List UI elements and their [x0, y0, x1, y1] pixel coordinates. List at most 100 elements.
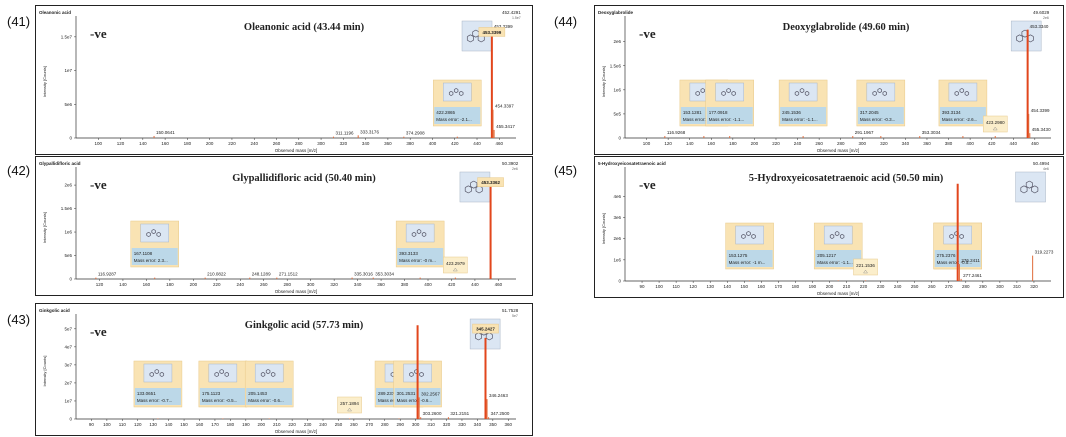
y-tick-label: 2e6 — [64, 183, 72, 188]
fragment-mass-error: Mass error: -2.1... — [436, 117, 472, 122]
ionization-mode: -ve — [639, 177, 656, 192]
fragment-annotation: 205.1453 Mass error: -0.6... — [244, 360, 294, 408]
fragment-annotation: 422.2865 Mass error: -2.1... — [433, 79, 482, 127]
x-tick-label: 340 — [362, 141, 370, 146]
x-tick-label: 280 — [837, 141, 845, 146]
molecule-structure — [1010, 20, 1042, 52]
peak-label: 319.2273 — [1035, 250, 1054, 255]
x-tick-label: 350 — [489, 422, 497, 427]
x-tick-label: 130 — [149, 422, 157, 427]
fragment-structure-bonds — [794, 88, 810, 96]
fragment-mass: 153.1275 — [729, 253, 748, 258]
fragment-mass: 133.0651 — [137, 391, 156, 396]
x-tick-label: 460 — [495, 282, 503, 287]
y-tick-label: 4e6 — [613, 194, 621, 199]
y-tick-label: 5e7 — [64, 326, 72, 331]
fragment-small-box — [443, 256, 468, 274]
fragment-mass: 301.2531 — [397, 391, 416, 396]
molecule-structure-bonds — [1020, 180, 1039, 194]
fragment-small-box — [982, 115, 1008, 133]
fragment-mass: 275.2376 — [937, 253, 956, 258]
y-tick-label: 5e5 — [613, 111, 621, 116]
x-tick-label: 160 — [758, 284, 766, 289]
top-right-label: 50.3902 — [502, 161, 519, 166]
main-peak-box — [477, 177, 504, 187]
main-peak-mass: 453.3399 — [482, 30, 501, 35]
x-tick-label: 330 — [458, 422, 466, 427]
peak-label: 335.3016 — [354, 272, 373, 277]
fragment-mass: 257.1894 — [340, 401, 359, 406]
fragment-structure-bonds — [448, 88, 464, 96]
x-tick-label: 130 — [706, 284, 714, 289]
x-tick-label: 300 — [996, 284, 1004, 289]
x-axis-label: Observed mass [m/z] — [817, 291, 860, 296]
peak-label: 333.3176 — [360, 129, 379, 134]
fragment-mass: 205.1453 — [248, 391, 267, 396]
fragment-mass: 205.1217 — [817, 253, 836, 258]
fragment-annotation: 167.1108 Mass error: 2.3... — [130, 220, 179, 268]
x-tick-label: 230 — [304, 422, 312, 427]
fragment-info-bg — [857, 107, 904, 124]
fragment-mass-error: Mass error: 2.3... — [134, 258, 168, 263]
x-tick-label: 230 — [877, 284, 885, 289]
fragment-mass-error: Mass error: -0.5... — [202, 398, 238, 403]
fragment-structure-bonds — [741, 231, 756, 239]
x-tick-label: 200 — [258, 422, 266, 427]
fragment-info-bg — [434, 107, 481, 124]
fragment-mass: 289.2372 — [378, 391, 397, 396]
fragment-structure — [823, 225, 853, 245]
x-tick-label: 360 — [384, 141, 392, 146]
x-tick-label: 90 — [640, 284, 646, 289]
spectrum-panel: Deoxyglabrolide 49.6029 2e6 -ve Deoxyglabrol… — [594, 5, 1064, 155]
x-tick-label: 360 — [377, 282, 385, 287]
peak-label: 311.1196 — [335, 131, 354, 136]
peak-label: 210.0822 — [207, 272, 226, 277]
x-tick-label: 220 — [288, 422, 296, 427]
x-tick-label: 200 — [190, 282, 198, 287]
fragment-structure-bonds — [411, 229, 427, 237]
fragment-info-bg — [199, 388, 246, 405]
peak-label: 116.9268 — [667, 130, 686, 135]
y-tick-label: 0 — [618, 279, 621, 284]
y-axis-label: Intensity [Counts] — [601, 66, 606, 97]
peak-label: 346.2463 — [489, 393, 508, 398]
molecule-structure-bg — [1015, 171, 1046, 203]
scale-label: 4e6 — [1043, 167, 1049, 171]
warning-icon — [347, 407, 352, 412]
window-title: Glypallidifloric acid — [39, 161, 81, 166]
x-tick-label: 320 — [880, 141, 888, 146]
peak-label: 347.2500 — [491, 411, 510, 416]
x-tick-label: 440 — [1009, 141, 1017, 146]
fragment-structure — [948, 82, 978, 102]
top-right-label: 50.4994 — [1033, 161, 1050, 166]
x-tick-label: 240 — [794, 141, 802, 146]
x-tick-label: 340 — [354, 282, 362, 287]
y-tick-label: 5e6 — [64, 102, 72, 107]
x-tick-label: 310 — [427, 422, 435, 427]
x-tick-label: 400 — [429, 141, 437, 146]
main-peak-mass: 453.3362 — [481, 180, 500, 185]
peak-label: 276.2411 — [961, 258, 980, 263]
x-axis-label: Observed mass [m/z] — [275, 148, 318, 153]
fragment-mass-error: Mass error: -2.6... — [942, 117, 978, 122]
x-axis-label: Observed mass [m/z] — [817, 148, 860, 153]
y-axis-label: Intensity [Counts] — [42, 66, 47, 97]
x-tick-label: 420 — [451, 141, 459, 146]
x-tick-label: 120 — [134, 422, 142, 427]
x-tick-label: 440 — [471, 282, 479, 287]
y-tick-label: 0 — [69, 136, 72, 141]
fragment-annotation: 393.3133 Mass error: -0 m... — [395, 220, 445, 268]
x-tick-label: 340 — [474, 422, 482, 427]
x-tick-label: 300 — [412, 422, 420, 427]
x-tick-label: 210 — [843, 284, 851, 289]
chart-title: Ginkgolic acid (57.73 min) — [245, 320, 364, 331]
y-axis-label: Intensity [Counts] — [42, 212, 47, 243]
x-tick-label: 260 — [350, 422, 358, 427]
peak-label: 248.1289 — [252, 272, 271, 277]
x-tick-label: 140 — [119, 282, 127, 287]
x-tick-label: 180 — [184, 141, 192, 146]
x-tick-label: 200 — [751, 141, 759, 146]
y-tick-label: 2e7 — [64, 380, 72, 385]
fragment-info-bg — [780, 107, 827, 124]
